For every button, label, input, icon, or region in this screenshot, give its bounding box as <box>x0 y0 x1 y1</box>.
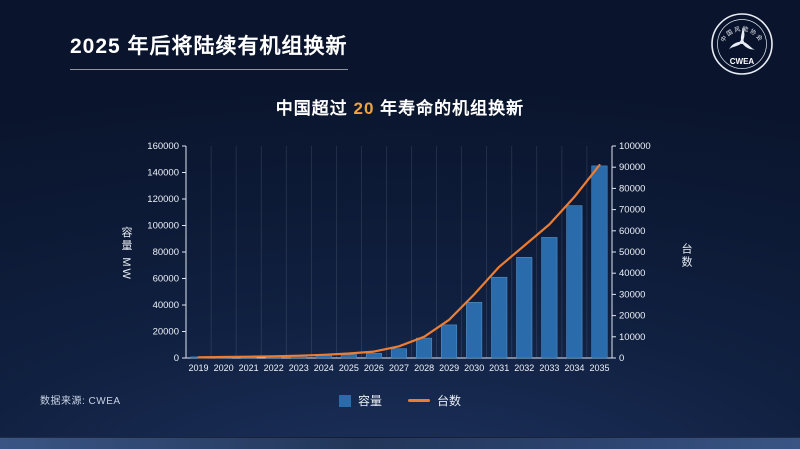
chart-title-suffix: 年寿命的机组换新 <box>374 99 525 118</box>
svg-text:2028: 2028 <box>414 363 434 373</box>
svg-text:160000: 160000 <box>147 141 179 152</box>
legend-capacity-label: 容量 <box>357 394 382 408</box>
svg-text:0: 0 <box>174 353 179 364</box>
svg-text:2023: 2023 <box>289 363 309 373</box>
svg-text:10000: 10000 <box>619 332 645 343</box>
svg-text:2029: 2029 <box>439 363 459 373</box>
bottom-accent-bar <box>0 437 800 449</box>
left-axis-title: 容量 MW <box>120 225 132 281</box>
svg-text:2024: 2024 <box>314 363 334 373</box>
svg-text:120000: 120000 <box>147 194 179 205</box>
chart-svg: 0200004000060000800001000001200001400001… <box>147 141 651 373</box>
legend-units-label: 台数 <box>437 394 462 408</box>
svg-text:80000: 80000 <box>153 247 179 258</box>
svg-text:60000: 60000 <box>619 226 645 237</box>
svg-text:0: 0 <box>619 353 624 364</box>
svg-text:60000: 60000 <box>153 274 179 285</box>
svg-text:100000: 100000 <box>619 141 651 152</box>
svg-text:2020: 2020 <box>214 363 234 373</box>
legend-item-capacity: 容量 <box>338 392 382 409</box>
svg-text:2034: 2034 <box>564 363 584 373</box>
chart-area: 容量 MW 0 20000 40000 60000 80000 100000 120000 1… <box>100 130 700 385</box>
chart-title-highlight: 20 <box>353 99 375 118</box>
right-axis-title: 台数 <box>680 242 692 269</box>
svg-text:100000: 100000 <box>147 221 179 232</box>
svg-text:2035: 2035 <box>589 363 609 373</box>
svg-text:90000: 90000 <box>619 162 645 173</box>
svg-text:2027: 2027 <box>389 363 409 373</box>
svg-text:2025: 2025 <box>339 363 359 373</box>
svg-text:40000: 40000 <box>619 268 645 279</box>
svg-text:2031: 2031 <box>489 363 509 373</box>
units-line-swatch-icon <box>408 399 430 402</box>
svg-text:20000: 20000 <box>153 327 179 338</box>
wind-turbine-icon <box>729 27 755 50</box>
chart-legend: 容量 台数 <box>0 392 800 409</box>
svg-text:2022: 2022 <box>264 363 284 373</box>
capacity-swatch-icon <box>338 394 351 407</box>
svg-text:50000: 50000 <box>619 247 645 258</box>
svg-text:30000: 30000 <box>619 289 645 300</box>
svg-text:40000: 40000 <box>153 300 179 311</box>
svg-text:140000: 140000 <box>147 168 179 179</box>
slide-title: 2025 年后将陆续有机组换新 <box>70 30 348 70</box>
svg-text:2033: 2033 <box>539 363 559 373</box>
svg-text:2032: 2032 <box>514 363 534 373</box>
logo-cwea-text: CWEA <box>730 57 755 66</box>
chart-title-prefix: 中国超过 <box>275 99 354 118</box>
svg-text:2019: 2019 <box>188 363 208 373</box>
svg-text:80000: 80000 <box>619 183 645 194</box>
svg-text:2026: 2026 <box>364 363 384 373</box>
data-source-note: 数据来源: CWEA <box>40 396 121 407</box>
svg-text:2030: 2030 <box>464 363 484 373</box>
logo-inner-ring <box>717 19 767 69</box>
legend-item-units: 台数 <box>408 392 461 409</box>
cwea-logo: 中国风能协会 CWEA <box>711 13 773 75</box>
svg-text:70000: 70000 <box>619 205 645 216</box>
svg-text:2021: 2021 <box>239 363 259 373</box>
svg-text:20000: 20000 <box>619 311 645 322</box>
chart-title: 中国超过 20 年寿命的机组换新 <box>0 94 800 119</box>
